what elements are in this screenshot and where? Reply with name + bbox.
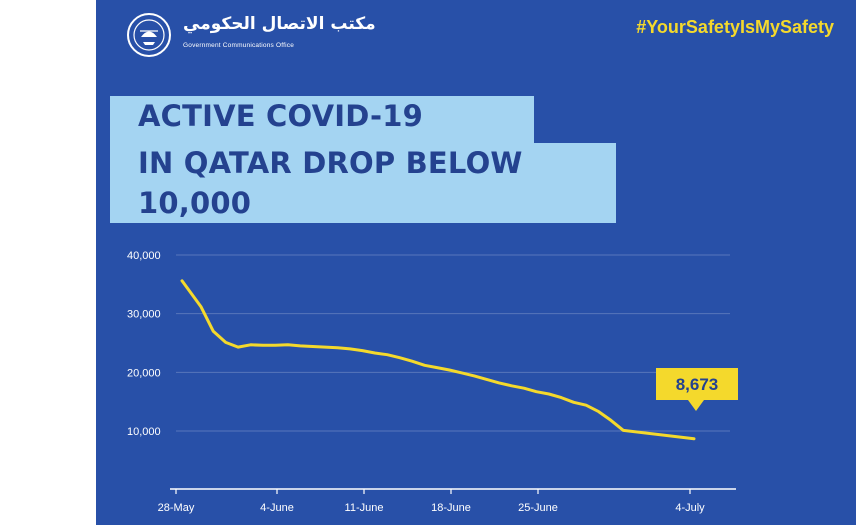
- y-tick-label: 30,000: [127, 309, 161, 321]
- y-tick-label: 20,000: [127, 367, 161, 379]
- x-tick-label: 18-June: [431, 502, 471, 514]
- y-tick-label: 40,000: [127, 250, 161, 262]
- y-tick-label: 10,000: [127, 426, 161, 438]
- org-name-arabic: مكتب الاتصال الحكومي: [183, 14, 376, 34]
- callout-value: 8,673: [676, 375, 719, 394]
- x-tick-label: 25-June: [518, 502, 558, 514]
- x-tick-label: 11-June: [345, 502, 384, 514]
- title-line-2: IN QATAR DROP BELOW 10,000: [110, 143, 616, 223]
- state-emblem-icon: [127, 13, 171, 57]
- cases-line: [180, 279, 696, 441]
- x-tick-label: 4-July: [675, 502, 705, 514]
- x-tick-label: 4-June: [260, 502, 294, 514]
- org-name-english: Government Communications Office: [183, 42, 295, 49]
- x-tick-label: 28-May: [158, 502, 195, 514]
- background-panel: [96, 0, 856, 525]
- callout-box: [656, 368, 738, 411]
- hashtag: #YourSafetyIsMySafety: [636, 17, 834, 37]
